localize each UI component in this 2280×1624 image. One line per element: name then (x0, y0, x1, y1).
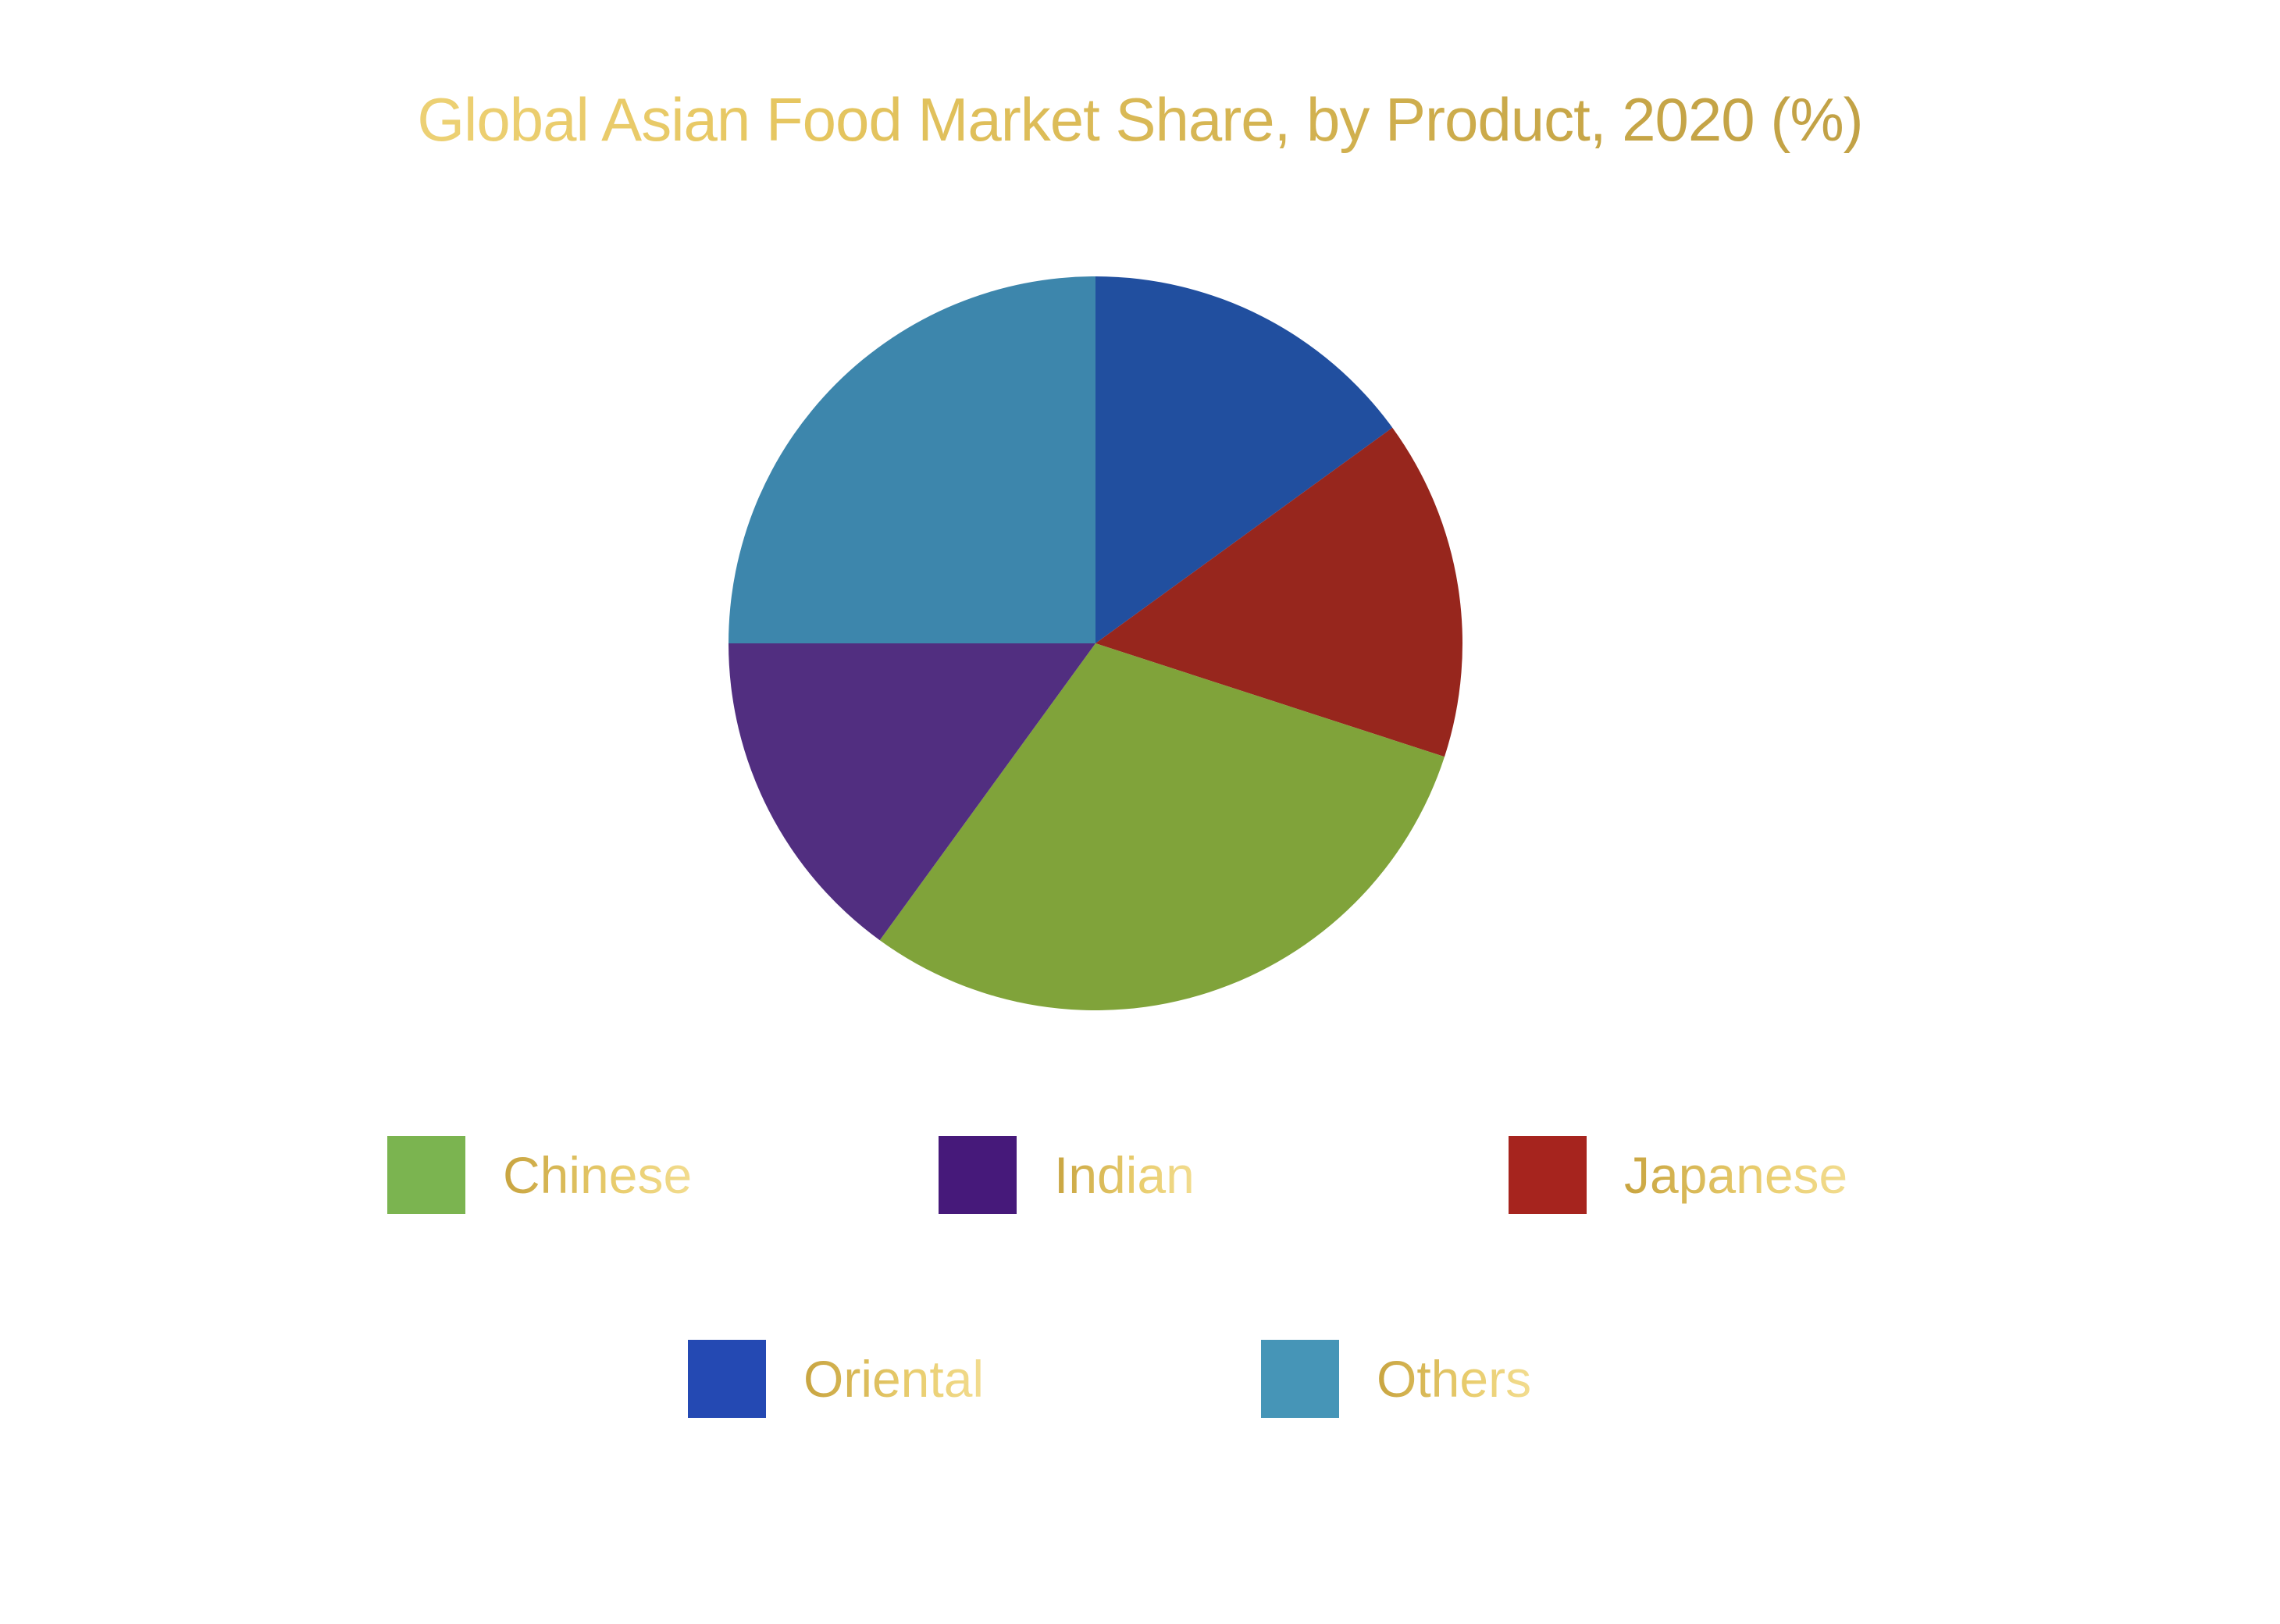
pie-slice-chinese (879, 643, 1445, 1011)
pie-slice-others (729, 276, 1095, 643)
legend-item-indian: Indian (939, 1136, 1195, 1214)
legend-swatch-japanese (1509, 1136, 1587, 1214)
pie-slice-oriental (1095, 276, 1393, 643)
legend-swatch-oriental (688, 1340, 766, 1418)
legend-swatch-chinese (387, 1136, 465, 1214)
legend-item-chinese: Chinese (387, 1136, 692, 1214)
legend-item-oriental: Oriental (688, 1340, 984, 1418)
legend-swatch-others (1261, 1340, 1339, 1418)
chart-title: Global Asian Food Market Share, by Produ… (0, 84, 2280, 155)
legend-label-others: Others (1377, 1350, 1532, 1408)
pie-slice-indian (729, 643, 1095, 941)
legend-label-oriental: Oriental (803, 1350, 985, 1408)
legend-label-japanese: Japanese (1624, 1146, 1848, 1204)
legend-item-others: Others (1261, 1340, 1531, 1418)
legend-swatch-indian (939, 1136, 1017, 1214)
pie-slice-japanese (1095, 427, 1463, 757)
legend-label-chinese: Chinese (503, 1146, 693, 1204)
legend-label-indian: Indian (1054, 1146, 1195, 1204)
legend-item-japanese: Japanese (1509, 1136, 1847, 1214)
